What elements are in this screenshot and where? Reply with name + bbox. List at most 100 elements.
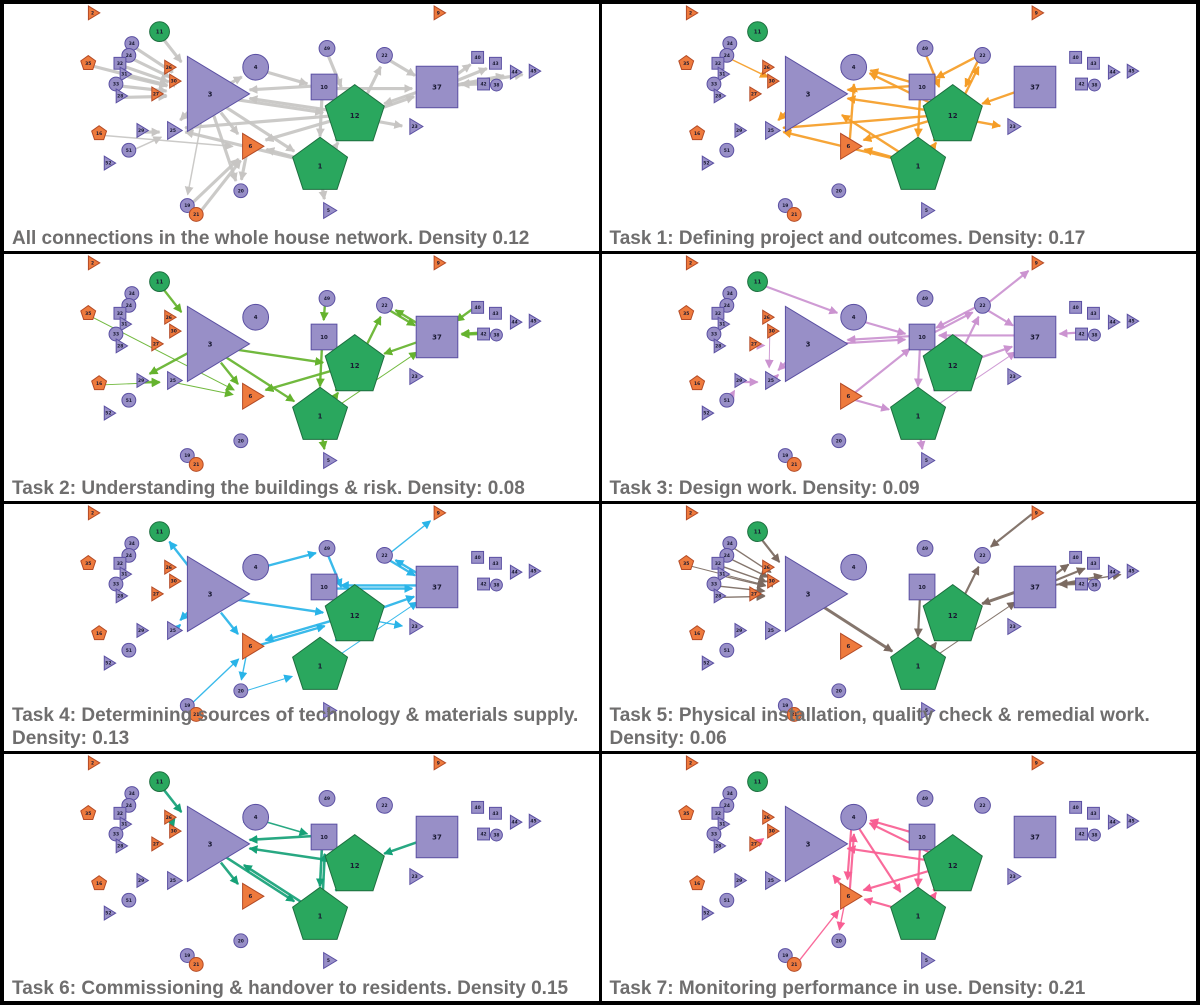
panel-task-5: 3 4 10 12 37 1 6 11 49 22 2 9 34 24 32 31 33 28 35 26 30 27 16… — [601, 504, 1196, 751]
svg-text:10: 10 — [320, 835, 328, 841]
svg-text:30: 30 — [768, 829, 774, 835]
svg-text:19: 19 — [184, 703, 190, 709]
svg-text:3: 3 — [208, 840, 213, 848]
svg-text:35: 35 — [683, 561, 689, 567]
svg-text:21: 21 — [791, 962, 797, 968]
svg-text:33: 33 — [710, 82, 716, 88]
svg-text:20: 20 — [835, 438, 841, 444]
svg-text:19: 19 — [782, 453, 788, 459]
svg-text:28: 28 — [117, 843, 123, 849]
svg-text:35: 35 — [85, 311, 91, 317]
svg-text:20: 20 — [238, 688, 244, 694]
svg-text:45: 45 — [1128, 569, 1134, 575]
svg-text:37: 37 — [432, 333, 442, 341]
svg-text:6: 6 — [846, 894, 850, 900]
svg-text:10: 10 — [918, 335, 926, 341]
svg-text:52: 52 — [703, 161, 709, 167]
svg-text:34: 34 — [129, 791, 135, 797]
svg-text:28: 28 — [117, 343, 123, 349]
svg-text:25: 25 — [767, 378, 773, 384]
svg-text:10: 10 — [320, 85, 328, 91]
svg-text:26: 26 — [166, 315, 172, 321]
svg-text:25: 25 — [767, 878, 773, 884]
svg-text:12: 12 — [350, 862, 360, 870]
svg-text:29: 29 — [735, 128, 741, 134]
svg-text:21: 21 — [791, 462, 797, 468]
svg-text:44: 44 — [512, 320, 518, 326]
svg-text:49: 49 — [324, 546, 330, 552]
svg-text:38: 38 — [493, 83, 499, 89]
svg-text:23: 23 — [1009, 124, 1015, 130]
svg-text:38: 38 — [1091, 333, 1097, 339]
svg-text:20: 20 — [835, 938, 841, 944]
svg-text:33: 33 — [113, 832, 119, 838]
svg-text:40: 40 — [1072, 305, 1078, 311]
svg-text:45: 45 — [530, 819, 536, 825]
svg-text:51: 51 — [723, 398, 729, 404]
svg-text:9: 9 — [437, 10, 440, 16]
svg-text:30: 30 — [768, 579, 774, 585]
svg-text:43: 43 — [492, 61, 498, 67]
svg-text:25: 25 — [170, 628, 176, 634]
svg-text:31: 31 — [719, 322, 725, 328]
svg-text:1: 1 — [318, 412, 323, 420]
svg-text:16: 16 — [96, 881, 102, 887]
svg-text:35: 35 — [85, 561, 91, 567]
svg-text:31: 31 — [121, 72, 127, 78]
svg-text:2: 2 — [688, 510, 691, 516]
svg-text:23: 23 — [412, 124, 418, 130]
svg-text:1: 1 — [915, 162, 920, 170]
svg-text:33: 33 — [710, 832, 716, 838]
svg-text:10: 10 — [918, 835, 926, 841]
svg-text:34: 34 — [726, 291, 732, 297]
svg-text:24: 24 — [126, 553, 132, 559]
svg-text:42: 42 — [1078, 82, 1084, 88]
svg-text:6: 6 — [248, 644, 252, 650]
svg-text:52: 52 — [105, 161, 111, 167]
svg-text:52: 52 — [703, 911, 709, 917]
svg-text:51: 51 — [126, 398, 132, 404]
svg-text:5: 5 — [327, 208, 330, 214]
svg-text:44: 44 — [512, 570, 518, 576]
svg-text:6: 6 — [846, 144, 850, 150]
panel-caption: Task 7: Monitoring performance in use. D… — [609, 977, 1086, 999]
svg-text:5: 5 — [327, 458, 330, 464]
panel-caption: All connections in the whole house netwo… — [12, 227, 530, 249]
svg-text:3: 3 — [805, 90, 810, 98]
panel-task-3: 3 4 10 12 37 1 6 11 49 22 2 9 34 24 32 31 33 28 35 26 30 27 16… — [601, 254, 1196, 501]
svg-text:31: 31 — [121, 322, 127, 328]
svg-text:44: 44 — [512, 820, 518, 826]
svg-text:35: 35 — [683, 61, 689, 67]
svg-text:23: 23 — [1009, 874, 1015, 880]
svg-text:24: 24 — [723, 303, 729, 309]
svg-text:16: 16 — [694, 131, 700, 137]
svg-text:34: 34 — [129, 291, 135, 297]
svg-text:34: 34 — [129, 41, 135, 47]
svg-text:3: 3 — [805, 340, 810, 348]
svg-text:4: 4 — [851, 815, 855, 821]
svg-text:37: 37 — [1030, 83, 1040, 91]
svg-text:5: 5 — [924, 458, 927, 464]
svg-text:34: 34 — [129, 541, 135, 547]
svg-text:30: 30 — [768, 79, 774, 85]
panel-caption: Task 3: Design work. Density: 0.09 — [609, 477, 920, 499]
svg-text:45: 45 — [530, 569, 536, 575]
svg-text:16: 16 — [96, 631, 102, 637]
svg-text:43: 43 — [492, 811, 498, 817]
svg-text:52: 52 — [703, 411, 709, 417]
svg-text:32: 32 — [117, 311, 123, 317]
svg-text:51: 51 — [126, 648, 132, 654]
svg-text:42: 42 — [480, 332, 486, 338]
svg-text:22: 22 — [979, 303, 985, 309]
svg-text:2: 2 — [91, 260, 94, 266]
svg-text:33: 33 — [113, 582, 119, 588]
svg-text:2: 2 — [91, 10, 94, 16]
svg-text:12: 12 — [947, 612, 957, 620]
svg-text:19: 19 — [184, 953, 190, 959]
svg-text:42: 42 — [480, 82, 486, 88]
svg-text:32: 32 — [117, 61, 123, 67]
svg-text:22: 22 — [381, 803, 387, 809]
svg-text:11: 11 — [156, 30, 164, 36]
